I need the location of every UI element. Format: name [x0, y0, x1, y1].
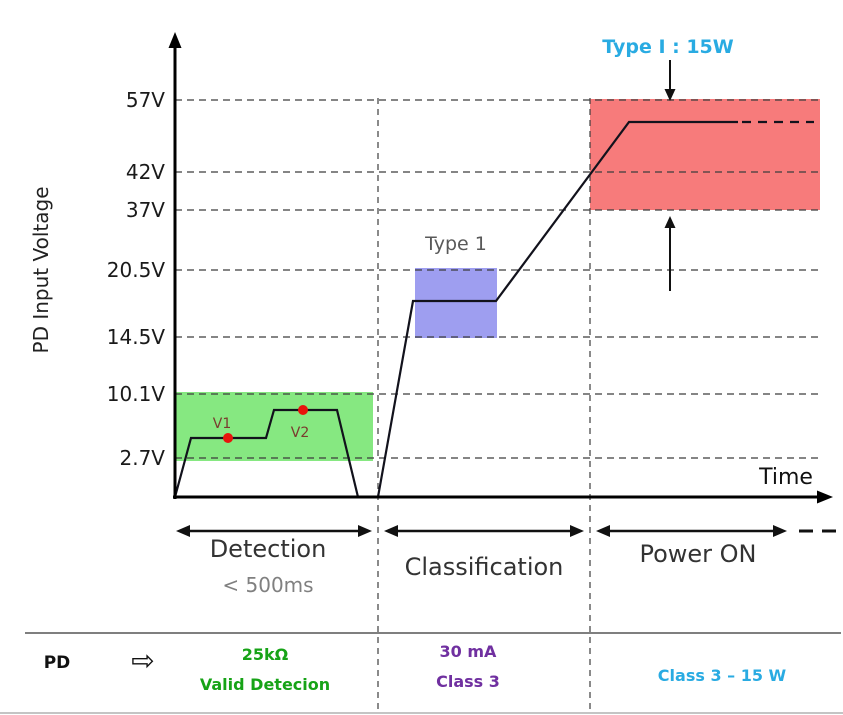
- x-axis-arrowhead-icon: [817, 490, 833, 504]
- y-tick-20-5v: 20.5V: [107, 258, 166, 282]
- power-voltage-zone: [590, 99, 820, 210]
- detection-duration-label: < 500ms: [222, 573, 313, 597]
- classification-current-value: 30 mA: [440, 642, 498, 661]
- type1-zone-label: Type 1: [424, 233, 487, 255]
- power-zone-up-arrow-icon: [664, 216, 676, 291]
- y-tick-57v: 57V: [126, 88, 165, 112]
- v2-label: V2: [291, 425, 309, 441]
- y-tick-2-7v: 2.7V: [120, 446, 166, 470]
- y-tick-42v: 42V: [126, 160, 165, 184]
- pd-right-arrow-icon: ⇨: [131, 644, 154, 677]
- y-axis-title: PD Input Voltage: [29, 187, 53, 354]
- power-class-label: Class 3 – 15 W: [658, 666, 787, 685]
- detection-result-label: Valid Detecion: [200, 675, 330, 694]
- classification-voltage-zone: [415, 268, 497, 338]
- y-tick-37v: 37V: [126, 198, 165, 222]
- pd-label: PD: [44, 653, 71, 673]
- y-tick-14-5v: 14.5V: [107, 325, 166, 349]
- classification-span-arrow-icon: [384, 525, 584, 537]
- v1-label: V1: [213, 416, 231, 432]
- detection-phase-label: Detection: [210, 535, 327, 563]
- power-zone-down-arrow-icon: [664, 60, 676, 101]
- detection-voltage-zone: [175, 392, 373, 461]
- x-axis-title: Time: [758, 465, 813, 490]
- detection-resistance-value: 25kΩ: [242, 645, 289, 664]
- typeI-power-label: Type I : 15W: [602, 36, 734, 58]
- power-on-span-arrow-icon: [596, 525, 841, 537]
- y-axis-arrowhead-icon: [168, 32, 182, 48]
- detection-span-arrow-icon: [176, 525, 372, 537]
- v1-marker-dot: [223, 433, 233, 443]
- axes: [168, 32, 833, 504]
- classification-phase-label: Classification: [405, 553, 564, 581]
- y-tick-labels: 57V 42V 37V 20.5V 14.5V 10.1V 2.7V: [107, 88, 166, 470]
- y-tick-10-1v: 10.1V: [107, 382, 166, 406]
- classification-class-label: Class 3: [436, 672, 500, 691]
- v2-marker-dot: [298, 405, 308, 415]
- power-on-phase-label: Power ON: [639, 540, 756, 568]
